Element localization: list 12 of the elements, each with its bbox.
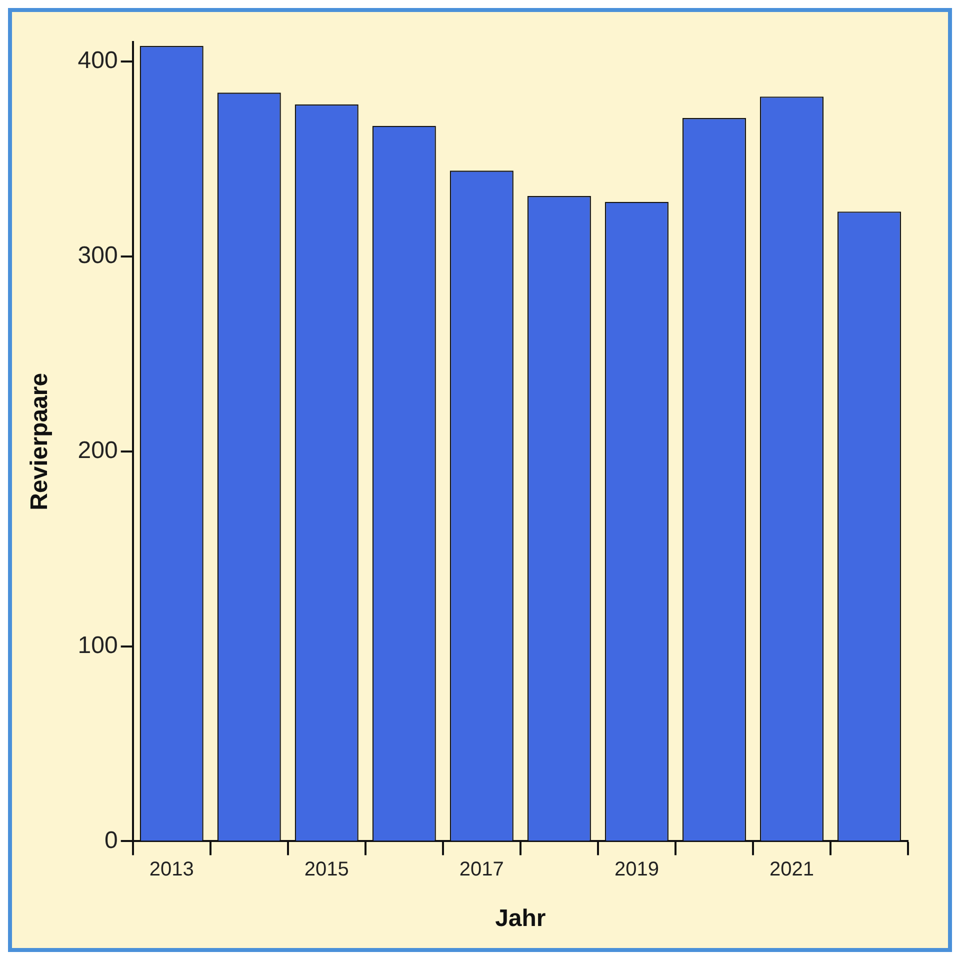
y-tick-label: 100 [78,632,118,659]
x-tick-label: 2021 [769,858,814,881]
y-tick-label: 0 [104,826,118,854]
x-tick-label: 2019 [614,858,659,881]
y-axis-title: Revierpaare [26,372,54,510]
y-tick-label: 300 [78,242,118,270]
x-tick-label: 2015 [304,858,349,881]
y-tick-label: 400 [78,47,118,74]
x-tick-label: 2017 [459,858,504,881]
x-tick-label: 2013 [149,858,194,881]
x-axis-title: Jahr [495,905,546,932]
y-tick-label: 200 [78,436,118,464]
